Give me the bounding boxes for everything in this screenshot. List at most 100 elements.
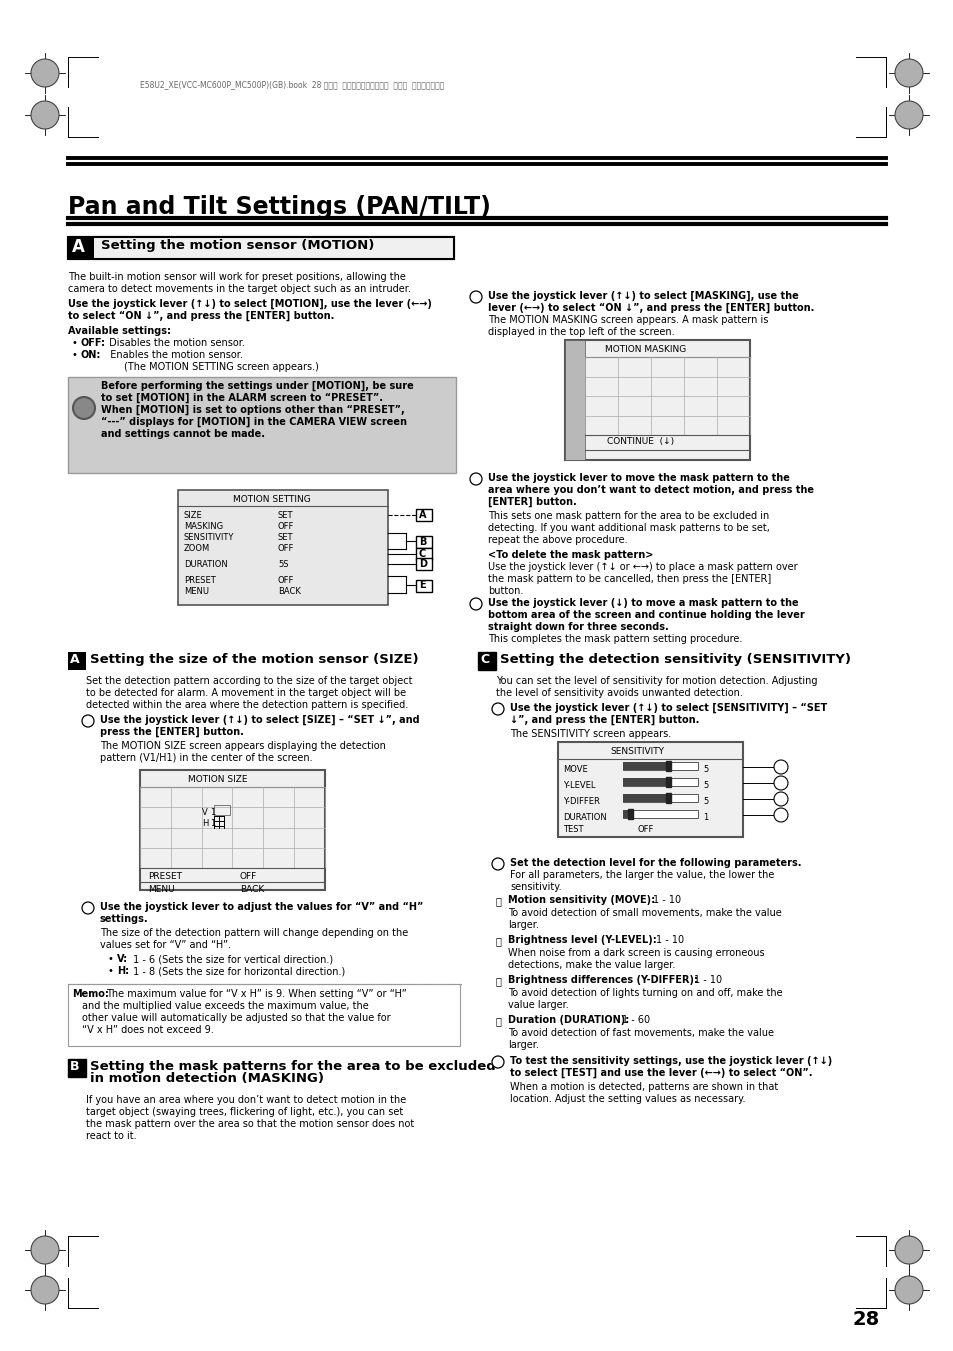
Text: 3: 3 <box>495 1058 500 1067</box>
Text: 1: 1 <box>702 813 707 821</box>
Circle shape <box>894 59 923 86</box>
Text: and settings cannot be made.: and settings cannot be made. <box>101 430 265 439</box>
Bar <box>622 794 698 802</box>
Text: c: c <box>778 797 782 807</box>
Text: MOTION SIZE: MOTION SIZE <box>188 775 247 784</box>
Text: ON:: ON: <box>81 350 101 359</box>
Circle shape <box>82 715 94 727</box>
Text: the level of sensitivity avoids unwanted detection.: the level of sensitivity avoids unwanted… <box>496 688 742 698</box>
Text: The MOTION MASKING screen appears. A mask pattern is: The MOTION MASKING screen appears. A mas… <box>488 315 767 326</box>
Text: The size of the detection pattern will change depending on the: The size of the detection pattern will c… <box>100 928 408 938</box>
Text: SET: SET <box>277 511 294 520</box>
Bar <box>68 1059 86 1077</box>
Circle shape <box>470 473 481 485</box>
Text: 3: 3 <box>473 600 478 609</box>
Bar <box>416 549 432 561</box>
Circle shape <box>492 858 503 870</box>
Text: MENU: MENU <box>184 586 209 596</box>
Text: a: a <box>778 765 782 774</box>
Text: MOTION SETTING: MOTION SETTING <box>233 494 311 504</box>
Text: SENSITIVITY: SENSITIVITY <box>609 747 663 757</box>
Text: sensitivity.: sensitivity. <box>510 882 561 892</box>
Text: SENSITIVITY: SENSITIVITY <box>184 534 234 542</box>
Circle shape <box>73 397 95 419</box>
Text: “---” displays for [MOTION] in the CAMERA VIEW screen: “---” displays for [MOTION] in the CAMER… <box>101 417 407 427</box>
Bar <box>68 653 86 670</box>
Text: Y-DIFFER: Y-DIFFER <box>562 797 599 807</box>
Bar <box>622 762 698 770</box>
Text: V:: V: <box>117 954 128 965</box>
Text: detecting. If you want additional mask patterns to be set,: detecting. If you want additional mask p… <box>488 523 769 534</box>
Text: PRESET: PRESET <box>184 576 215 585</box>
Bar <box>178 490 388 605</box>
Text: location. Adjust the setting values as necessary.: location. Adjust the setting values as n… <box>510 1094 744 1104</box>
Text: SET: SET <box>277 534 294 542</box>
Text: •: • <box>71 350 78 359</box>
Bar <box>213 805 230 815</box>
Text: 1 - 10: 1 - 10 <box>652 894 680 905</box>
Text: DURATION: DURATION <box>562 813 606 821</box>
Bar <box>68 377 456 473</box>
Text: “V x H” does not exceed 9.: “V x H” does not exceed 9. <box>82 1025 213 1035</box>
Text: 2: 2 <box>473 476 478 484</box>
Text: You can set the level of sensitivity for motion detection. Adjusting: You can set the level of sensitivity for… <box>496 676 817 686</box>
Text: settings.: settings. <box>100 915 149 924</box>
Text: Available settings:: Available settings: <box>68 326 171 336</box>
Text: 28: 28 <box>852 1310 879 1329</box>
Text: 5: 5 <box>702 781 707 790</box>
Text: Use the joystick lever to adjust the values for “V” and “H”: Use the joystick lever to adjust the val… <box>100 902 423 912</box>
Text: OFF: OFF <box>277 576 294 585</box>
Text: The SENSITIVITY screen appears.: The SENSITIVITY screen appears. <box>510 730 671 739</box>
Text: Disables the motion sensor.: Disables the motion sensor. <box>106 338 245 349</box>
Text: This sets one mask pattern for the area to be excluded in: This sets one mask pattern for the area … <box>488 511 768 521</box>
Bar <box>564 340 584 459</box>
Text: 1: 1 <box>495 705 500 713</box>
Text: value larger.: value larger. <box>507 1000 568 1011</box>
Text: CONTINUE  (↓): CONTINUE (↓) <box>606 436 674 446</box>
Text: camera to detect movements in the target object such as an intruder.: camera to detect movements in the target… <box>68 284 411 295</box>
Text: pattern (V1/H1) in the center of the screen.: pattern (V1/H1) in the center of the scr… <box>100 753 313 763</box>
Text: ZOOM: ZOOM <box>184 544 210 553</box>
Circle shape <box>30 59 59 86</box>
Text: Set the detection level for the following parameters.: Set the detection level for the followin… <box>510 858 801 867</box>
Bar <box>140 770 325 890</box>
Text: Y-LEVEL: Y-LEVEL <box>562 781 595 790</box>
Circle shape <box>30 1275 59 1304</box>
Text: bottom area of the screen and continue holding the lever: bottom area of the screen and continue h… <box>488 611 804 620</box>
Text: PRESET: PRESET <box>148 871 182 881</box>
Text: area where you don’t want to detect motion, and press the: area where you don’t want to detect moti… <box>488 485 813 494</box>
Text: Pan and Tilt Settings (PAN/TILT): Pan and Tilt Settings (PAN/TILT) <box>68 195 491 219</box>
Text: E58U2_XE(VCC-MC600P_MC500P)(GB).book  28 ページ  ２００７年１月１８日  木曜日  午前９時４４分: E58U2_XE(VCC-MC600P_MC500P)(GB).book 28 … <box>140 80 444 89</box>
Text: Brightness differences (Y-DIFFER):: Brightness differences (Y-DIFFER): <box>507 975 700 985</box>
Text: SIZE: SIZE <box>184 511 203 520</box>
Text: DURATION: DURATION <box>184 561 228 569</box>
Circle shape <box>894 1236 923 1265</box>
Text: Brightness level (Y-LEVEL):: Brightness level (Y-LEVEL): <box>507 935 659 944</box>
Bar <box>558 742 742 838</box>
Text: When a motion is detected, patterns are shown in that: When a motion is detected, patterns are … <box>510 1082 778 1092</box>
Text: detected within the area where the detection pattern is specified.: detected within the area where the detec… <box>86 700 408 711</box>
Text: !: ! <box>81 403 88 416</box>
Circle shape <box>773 792 787 807</box>
Bar <box>627 809 633 819</box>
Circle shape <box>773 761 787 774</box>
Text: B: B <box>70 1061 79 1073</box>
Circle shape <box>894 1275 923 1304</box>
Text: 2: 2 <box>495 861 500 869</box>
Text: MOTION MASKING: MOTION MASKING <box>604 345 685 354</box>
Bar <box>665 777 670 788</box>
Text: values set for “V” and “H”.: values set for “V” and “H”. <box>100 940 231 950</box>
Text: straight down for three seconds.: straight down for three seconds. <box>488 621 668 632</box>
Text: Setting the mask patterns for the area to be excluded: Setting the mask patterns for the area t… <box>90 1061 496 1073</box>
Text: 1: 1 <box>210 819 215 828</box>
Bar <box>622 794 667 802</box>
Text: MENU: MENU <box>148 885 174 894</box>
Text: H:: H: <box>117 966 129 975</box>
Text: (The MOTION SETTING screen appears.): (The MOTION SETTING screen appears.) <box>124 362 318 372</box>
Text: The built-in motion sensor will work for preset positions, allowing the: The built-in motion sensor will work for… <box>68 272 405 282</box>
Bar <box>665 761 670 771</box>
Text: E: E <box>418 581 425 590</box>
Text: C: C <box>418 549 426 559</box>
Text: other value will automatically be adjusted so that the value for: other value will automatically be adjust… <box>82 1013 390 1023</box>
Text: BACK: BACK <box>277 586 300 596</box>
